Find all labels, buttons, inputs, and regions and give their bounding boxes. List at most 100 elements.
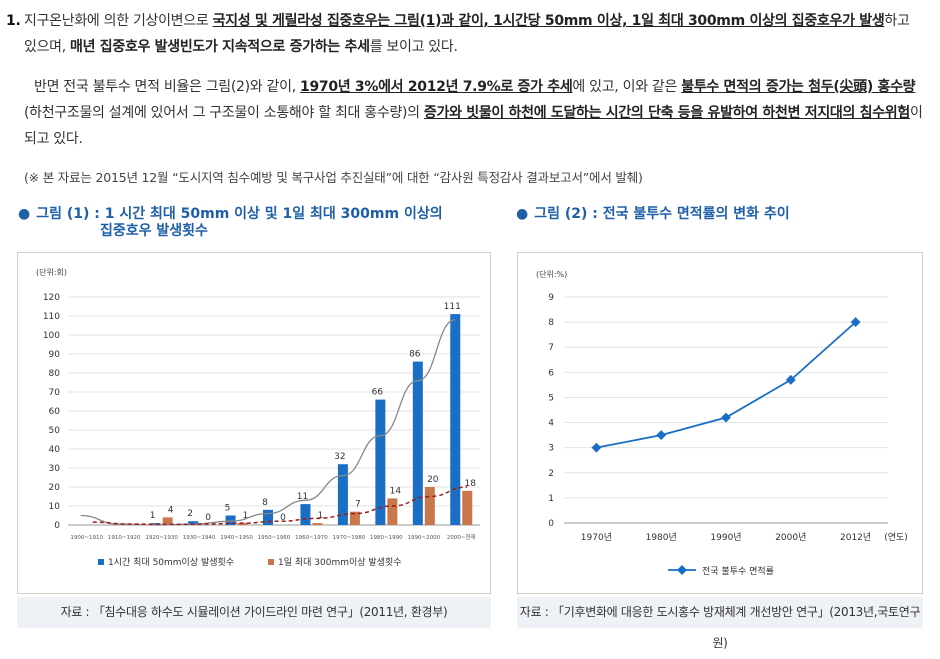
- data-label: 1: [150, 511, 156, 521]
- y-tick-label: 0: [548, 519, 554, 529]
- x-tick-label: 1980~1990: [370, 535, 403, 541]
- y-tick-label: 60: [49, 407, 61, 417]
- data-label: 4: [168, 505, 174, 515]
- para2-text: 반면 전국 불투수 면적 비율은 그림(2)와 같이,: [34, 79, 300, 95]
- figure1-source: 자료 : 「침수대응 하수도 시뮬레이션 가이드라인 마련 연구」(2011년,…: [17, 597, 491, 628]
- paragraph-1: 1. 지구온난화에 의한 기상이변으로 국지성 및 게릴라성 집중호우는 그림(…: [0, 8, 925, 60]
- x-tick-label: 2012년: [840, 532, 871, 543]
- para2-text: (하천구조물의 설계에 있어서 그 구조물이 소통해야 할 최대 홍수량)의: [24, 105, 424, 121]
- x-tick-label: 1970~1980: [333, 535, 366, 541]
- bar: [424, 487, 435, 525]
- x-tick-label: 1990년: [710, 532, 741, 543]
- y-tick-label: 4: [548, 419, 554, 429]
- source-note: (※ 본 자료는 2015년 12월 “도시지역 침수예방 및 복구사업 추진실…: [24, 170, 643, 185]
- y-tick-label: 9: [548, 293, 554, 303]
- data-point: [785, 374, 796, 385]
- x-tick-label: 1900~1910: [70, 535, 103, 541]
- figure2-title: ● 그림 (2) : 전국 불투수 면적률의 변화 추이: [516, 206, 936, 223]
- bar: [237, 523, 248, 525]
- chart2-panel: (단위:%) 0 1 2 3 4 5 6 7 8 9 1970년 1980년 1990년 2000년 2012…: [517, 252, 923, 594]
- x-tick-label: 1930~1940: [183, 535, 216, 541]
- paragraph-2: 반면 전국 불투수 면적 비율은 그림(2)와 같이, 1970년 3%에서 2…: [0, 74, 925, 152]
- y-tick-label: 100: [43, 331, 60, 341]
- unit-label: (단위:%): [536, 269, 567, 279]
- chart2-svg: (단위:%) 0 1 2 3 4 5 6 7 8 9 1970년 1980년 1990년 2000년 2012…: [536, 269, 908, 577]
- figure2-title-text: 그림 (2) : 전국 불투수 면적률의 변화 추이: [534, 206, 790, 222]
- para1-text: 를 보이고 있다.: [369, 39, 458, 55]
- x-tick-label: 1960~1970: [295, 535, 328, 541]
- x-tick-label: 1980년: [646, 532, 677, 543]
- data-label: 5: [225, 504, 231, 514]
- x-tick-label: 1970년: [581, 532, 612, 543]
- data-point: [721, 412, 731, 423]
- data-label: 86: [409, 350, 421, 360]
- chart1-svg: (단위:회)01020304050607080901001101201900~1…: [36, 267, 480, 568]
- y-tick-label: 1: [548, 494, 554, 504]
- figure1-title-line2: 집중호우 발생횟수: [100, 223, 208, 239]
- bar: [263, 509, 273, 525]
- legend-swatch: [268, 559, 274, 565]
- y-tick-label: 50: [49, 426, 61, 436]
- bar: [375, 399, 386, 525]
- bullet-icon: ●: [18, 206, 31, 222]
- y-tick-label: 90: [49, 350, 61, 360]
- data-label: 111: [444, 302, 461, 312]
- bar: [387, 498, 398, 525]
- x-unit-label: (연도): [884, 532, 908, 543]
- legend-label: 1시간 최대 50mm이상 발생횟수: [108, 556, 234, 568]
- y-tick-label: 70: [49, 388, 61, 398]
- data-label: 20: [427, 475, 439, 485]
- y-tick-label: 0: [54, 521, 60, 531]
- para2-emphasis-3: 증가와 빗물이 하천에 도달하는 시간의 단축 등을 유발하여 하천변 저지대의…: [423, 105, 910, 121]
- para1-text: 지구온난화에 의한 기상이변으로: [24, 13, 213, 29]
- para1-emphasis-1: 국지성 및 게릴라성 집중호우는 그림(1)과 같이, 1시간당 50mm 이상…: [212, 13, 885, 29]
- data-label: 0: [205, 513, 211, 523]
- data-label: 2: [187, 509, 193, 519]
- data-label: 11: [297, 492, 308, 502]
- data-label: 66: [372, 388, 384, 398]
- data-label: 0: [280, 513, 286, 523]
- y-tick-label: 3: [548, 444, 554, 454]
- legend-swatch: [98, 559, 104, 565]
- y-tick-label: 8: [548, 318, 554, 328]
- paragraph-number: 1.: [6, 13, 21, 29]
- y-tick-label: 10: [49, 502, 61, 512]
- legend-marker: [677, 565, 687, 575]
- bar: [312, 523, 323, 525]
- figure1-title: ● 그림 (1) : 1 시간 최대 50mm 이상 및 1일 최대 300mm …: [18, 206, 488, 240]
- para2-text: 에 있고, 이와 같은: [572, 79, 682, 95]
- y-tick-label: 20: [49, 483, 61, 493]
- x-tick-label: 2000~현재: [447, 533, 476, 541]
- bar: [412, 361, 423, 525]
- y-tick-label: 5: [548, 393, 554, 403]
- figure1-title-line1: 그림 (1) : 1 시간 최대 50mm 이상 및 1일 최대 300mm 이…: [36, 206, 443, 222]
- para2-text: 이 되고 있다.: [24, 105, 923, 147]
- bar: [337, 464, 348, 525]
- bar: [450, 314, 461, 525]
- bar: [300, 504, 311, 525]
- data-label: 8: [262, 498, 268, 508]
- x-tick-label: 1910~1920: [108, 535, 141, 541]
- data-label: 18: [465, 479, 477, 489]
- data-label: 7: [355, 500, 361, 510]
- y-tick-label: 80: [49, 369, 61, 379]
- x-tick-label: 1920~1930: [145, 535, 178, 541]
- bar: [462, 490, 473, 525]
- chart1-panel: (단위:회) 0 10 20 30 40 50 60 70 80 90 100 110 120 1900~1…: [17, 252, 491, 594]
- legend-label: 1일 최대 300mm이상 발생횟수: [278, 556, 402, 568]
- legend-label: 전국 불투수 면적률: [702, 565, 774, 577]
- y-tick-label: 6: [548, 368, 554, 378]
- para2-emphasis-1: 1970년 3%에서 2012년 7.9%로 증가 추세: [300, 79, 573, 95]
- y-tick-label: 7: [548, 343, 554, 353]
- y-tick-label: 120: [43, 293, 60, 303]
- bar: [349, 511, 360, 525]
- bullet-icon: ●: [516, 206, 529, 222]
- data-label: 32: [334, 452, 345, 462]
- x-tick-label: 1940~1950: [220, 535, 253, 541]
- bar: [225, 515, 236, 525]
- unit-label: (단위:회): [36, 267, 67, 277]
- bar: [188, 521, 199, 525]
- para1-emphasis-2: 매년 집중호우 발생빈도가 지속적으로 증가하는 추세: [70, 39, 370, 55]
- series-line: [596, 321, 857, 449]
- data-label: 14: [390, 486, 402, 496]
